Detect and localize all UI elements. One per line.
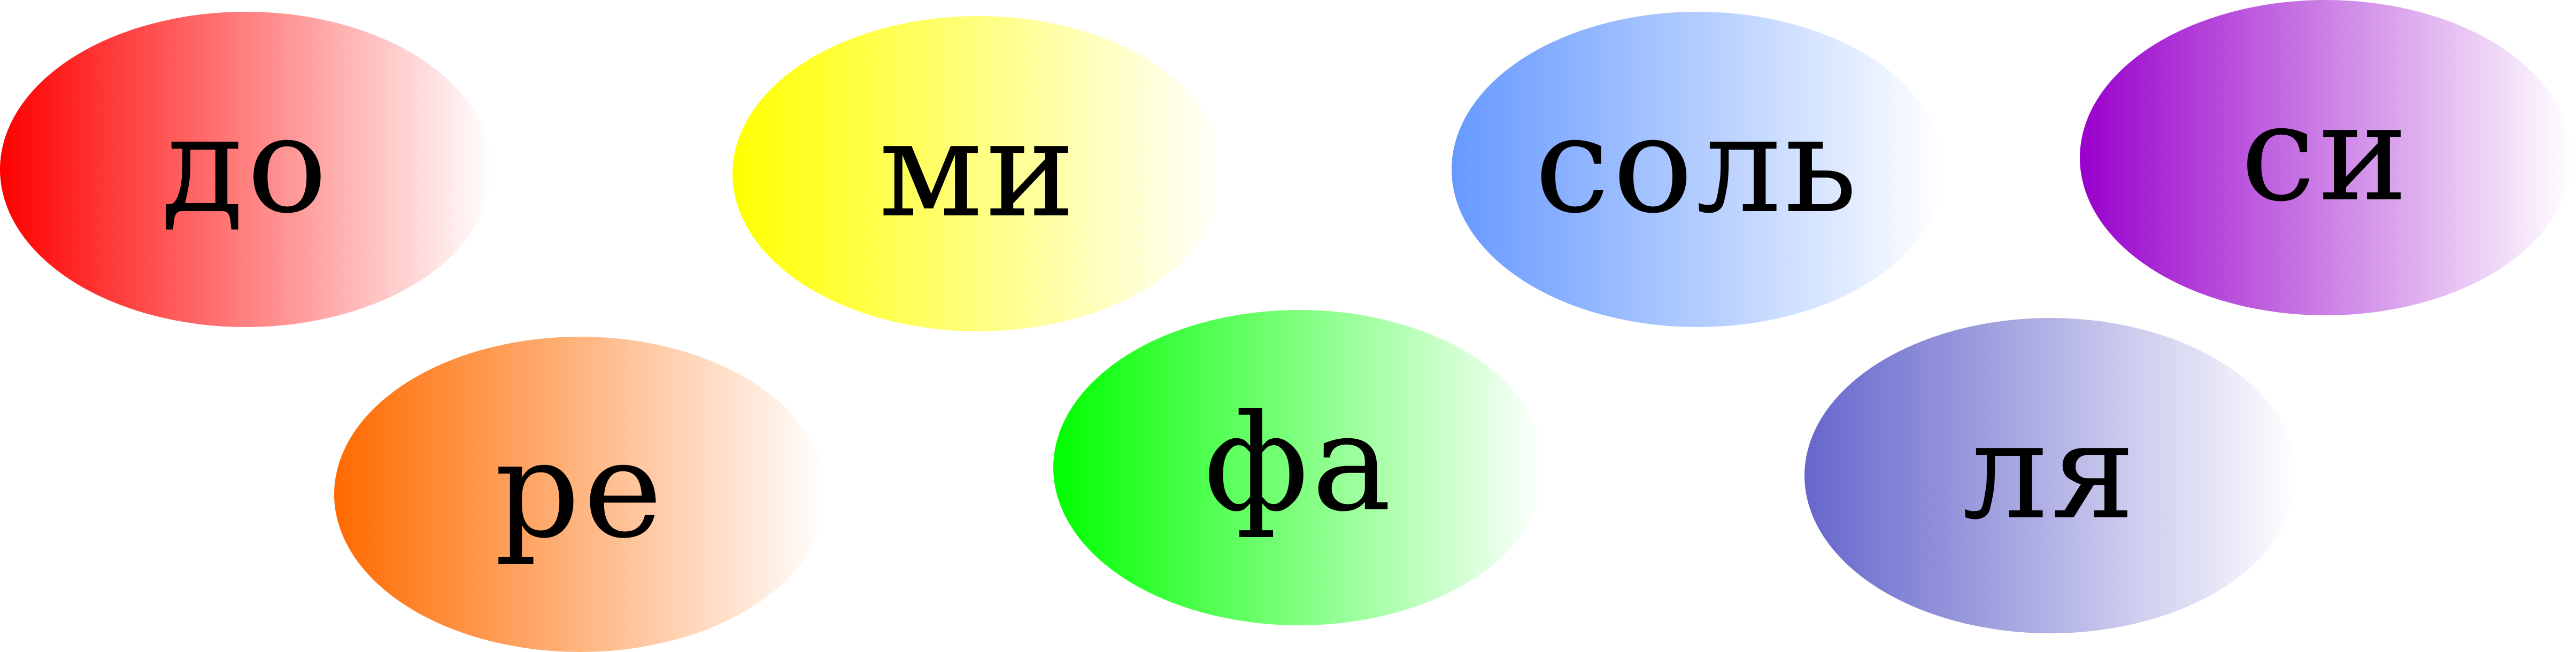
note-mi-label: ми: [878, 91, 1078, 247]
note-do-label: до: [161, 87, 331, 243]
note-la-ellipse: ля: [1804, 318, 2296, 633]
note-re-ellipse: ре: [334, 337, 826, 652]
note-la-label: ля: [1962, 393, 2139, 549]
note-si-label: си: [2240, 75, 2411, 231]
note-si-ellipse: си: [2080, 0, 2572, 315]
note-sol-label: соль: [1534, 87, 1861, 243]
note-mi-ellipse: ми: [732, 16, 1224, 331]
note-do-ellipse: до: [0, 12, 492, 327]
note-fa-ellipse: фа: [1053, 310, 1545, 625]
note-fa-label: фа: [1204, 385, 1395, 541]
note-sol-ellipse: соль: [1452, 12, 1943, 327]
note-re-label: ре: [495, 412, 666, 568]
